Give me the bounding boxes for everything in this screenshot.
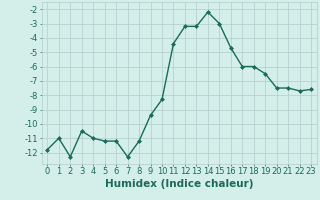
X-axis label: Humidex (Indice chaleur): Humidex (Indice chaleur) [105, 179, 253, 189]
